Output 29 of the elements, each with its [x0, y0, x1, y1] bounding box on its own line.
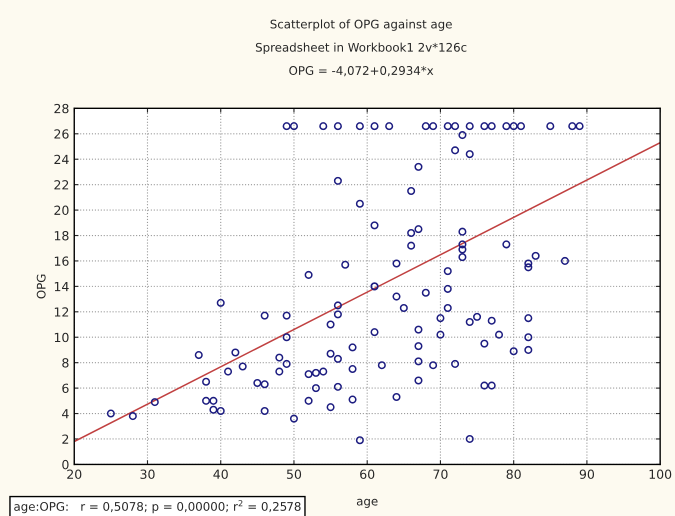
x-tick-label: 30 [140, 469, 155, 479]
y-tick-label: 16 [54, 256, 69, 266]
x-tick-label: 80 [506, 469, 521, 479]
y-tick-label: 14 [54, 282, 69, 292]
x-tick-label: 60 [360, 469, 374, 479]
y-tick-label: 2 [62, 434, 68, 444]
y-tick-label: 22 [54, 180, 68, 190]
y-tick-label: 28 [54, 104, 69, 114]
x-tick-label: 50 [286, 469, 302, 479]
x-tick-label: 100 [650, 469, 672, 479]
chart-subtitle: Spreadsheet in Workbook1 2v*126c [256, 42, 466, 54]
y-tick-label: 4 [62, 409, 69, 418]
x-tick-label: 90 [580, 469, 594, 479]
x-axis-title: age [356, 498, 378, 508]
text: age:OPG: r = 0,5078; p = 0,00000; r$^{2}$ = 0,2578 [14, 500, 301, 514]
y-tick-label: 10 [54, 332, 69, 342]
y-tick-label: 12 [54, 307, 68, 317]
y-tick-label: 26 [54, 129, 69, 139]
text: OPG = -4,072+0,2934*x [289, 66, 434, 76]
y-tick-label: 8 [62, 358, 69, 368]
x-tick-label: 70 [434, 469, 448, 479]
chart-title: Scatterplot of OPG against age [270, 19, 452, 31]
y-tick-label: 6 [62, 384, 69, 394]
y-tick-label: 18 [54, 230, 69, 240]
y-tick-label: 24 [54, 154, 69, 164]
x-tick-label: 40 [213, 469, 228, 479]
y-tick-label: 0 [62, 460, 69, 470]
y-axis-title: OPG [36, 274, 46, 298]
y-tick-label: 20 [54, 206, 69, 216]
